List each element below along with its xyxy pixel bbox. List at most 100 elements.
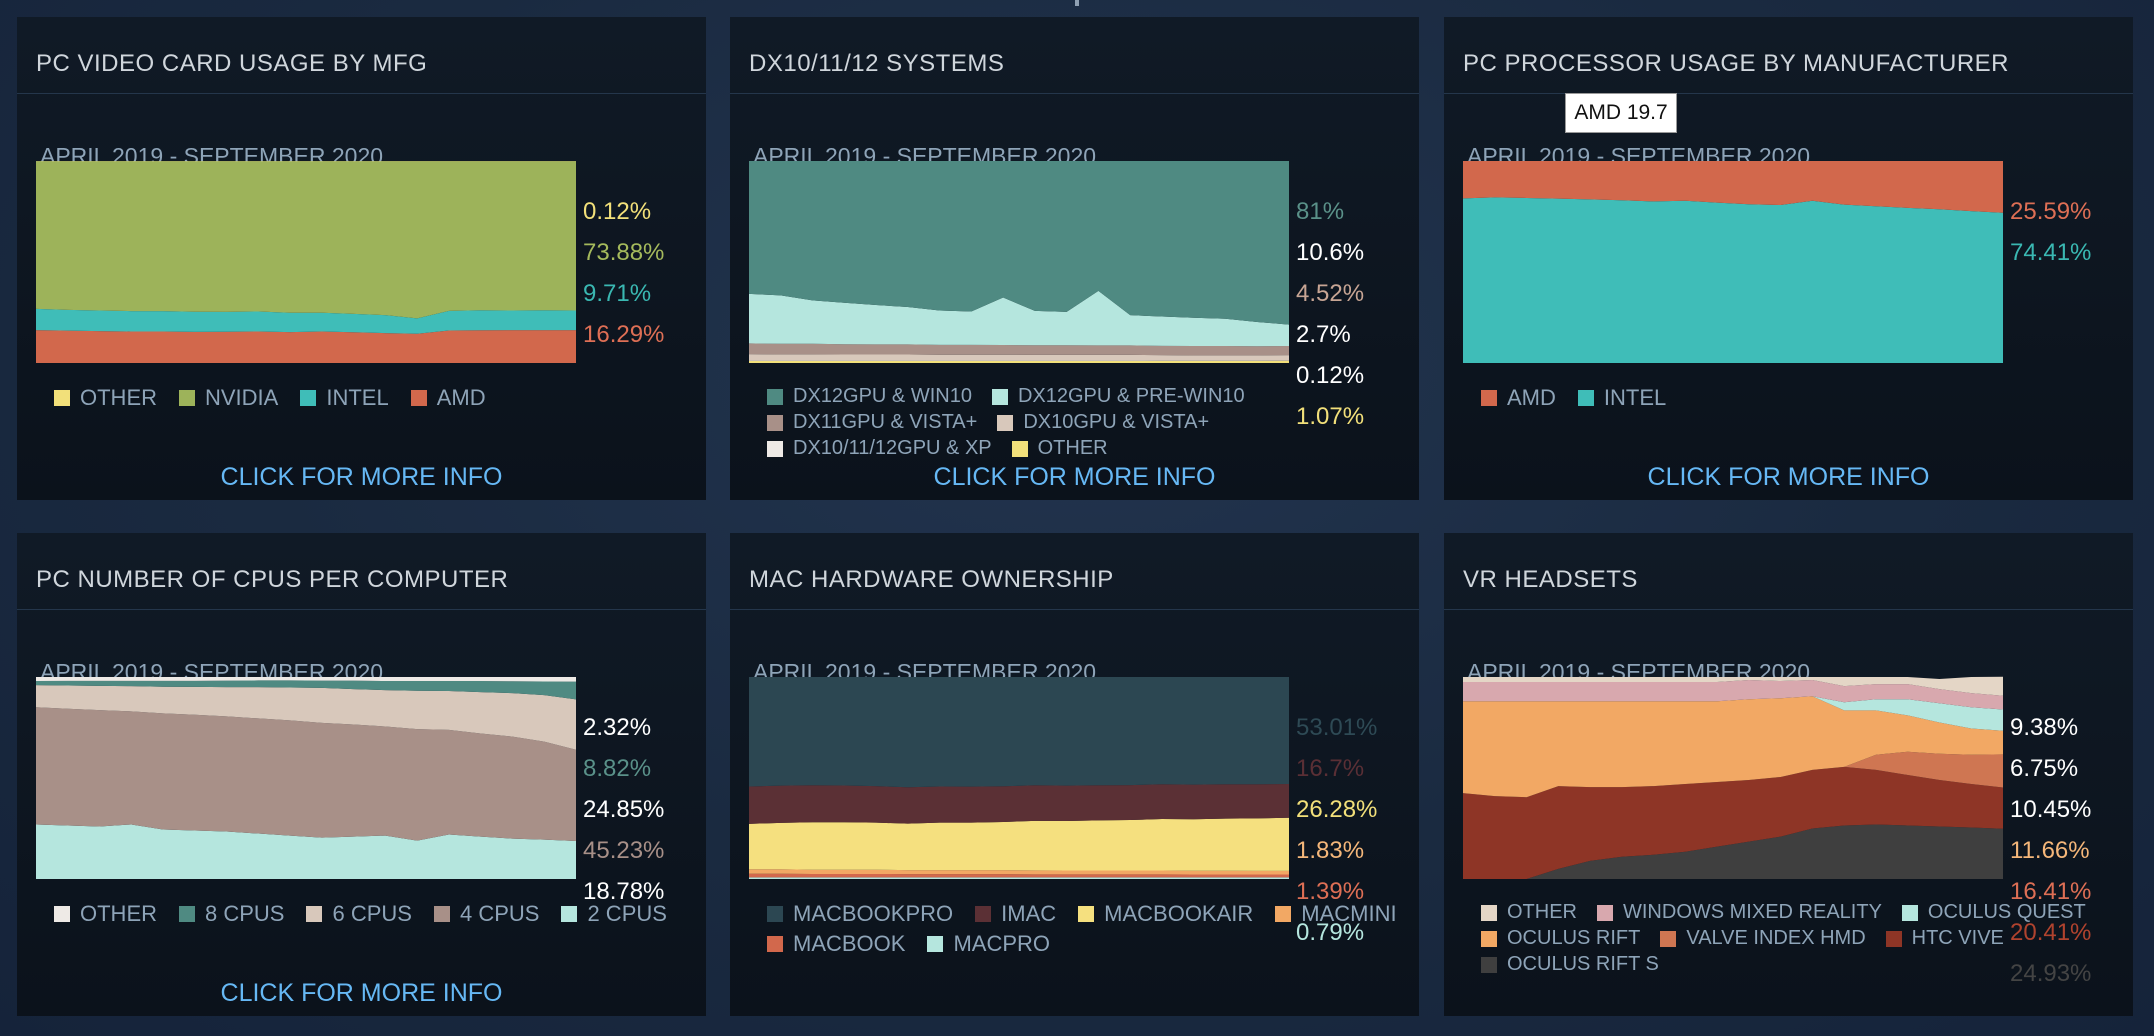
legend-label: INTEL	[326, 385, 389, 410]
area-2-cpus[interactable]	[36, 824, 576, 879]
legend-item[interactable]: NVIDIA	[179, 385, 278, 411]
panel-title: PC NUMBER OF CPUS PER COMPUTER	[17, 533, 706, 610]
legend-item[interactable]: INTEL	[1577, 385, 1666, 411]
area-8-cpus[interactable]	[36, 680, 576, 700]
legend-item[interactable]: DX10/11/12GPU & XP	[767, 437, 992, 460]
percent-labels: 9.38% 6.75% 10.45% 11.66% 16.41% 20.41% 24.93%	[2010, 714, 2091, 1001]
legend-item[interactable]: VALVE INDEX HMD	[1660, 927, 1866, 950]
area-windows-mixed-reality[interactable]	[1463, 680, 2003, 710]
legend-swatch	[1078, 906, 1095, 922]
percent-label: 11.66%	[2010, 837, 2090, 864]
legend-item[interactable]: 8 CPUS	[179, 901, 284, 927]
legend-label: OTHER	[80, 901, 157, 926]
percent-label: 2.7%	[1296, 321, 1351, 348]
stacked-area-chart[interactable]	[749, 677, 1289, 879]
area-other[interactable]	[36, 677, 576, 682]
area-intel[interactable]	[1463, 197, 2003, 363]
area-amd[interactable]	[1463, 161, 2003, 213]
legend-label: IMAC	[1001, 901, 1057, 926]
chart-tooltip: AMD 19.7	[1565, 93, 1677, 133]
legend-item[interactable]: IMAC	[975, 901, 1056, 927]
stacked-area-chart[interactable]	[36, 161, 576, 363]
chart-legend: AMD INTEL	[1481, 385, 2121, 411]
area-htc-vive[interactable]	[1463, 766, 2003, 879]
more-info-link[interactable]: CLICK FOR MORE INFO	[220, 463, 503, 491]
legend-item[interactable]: OTHER	[1481, 901, 1577, 924]
legend-item[interactable]: OCULUS QUEST	[1901, 901, 2086, 924]
area-dx11gpu-vista-[interactable]	[749, 343, 1289, 356]
legend-item[interactable]: 4 CPUS	[433, 901, 539, 927]
area-dx12gpu-pre-win10[interactable]	[749, 290, 1289, 347]
legend-swatch	[1901, 904, 1918, 921]
legend-item[interactable]: OCULUS RIFT S	[1481, 953, 1659, 976]
legend-swatch	[997, 414, 1014, 431]
legend-item[interactable]: INTEL	[300, 385, 389, 411]
legend-item[interactable]: OTHER	[1011, 437, 1108, 460]
legend-swatch	[410, 390, 427, 406]
legend-swatch	[1481, 390, 1497, 406]
legend-item[interactable]: HTC VIVE	[1885, 927, 2004, 950]
legend-swatch	[179, 390, 195, 406]
area-macmini[interactable]	[749, 869, 1289, 875]
area-macbookpro[interactable]	[749, 677, 1289, 788]
area-macbookair[interactable]	[749, 817, 1289, 871]
area-amd[interactable]	[36, 330, 576, 363]
legend-label: MACBOOK	[793, 931, 906, 956]
legend-item[interactable]: DX11GPU & VISTA+	[767, 411, 977, 434]
area-dx10gpu-vista-[interactable]	[749, 354, 1289, 361]
percent-labels: 25.59% 74.41%	[2010, 198, 2091, 280]
legend-item[interactable]: MACPRO	[927, 931, 1050, 957]
area-oculus-rift-s[interactable]	[1463, 824, 2003, 879]
legend-item[interactable]: AMD	[410, 385, 486, 411]
stacked-area-chart[interactable]	[749, 161, 1289, 363]
percent-label: 20.41%	[2010, 919, 2092, 946]
percent-label: 53.01%	[1296, 714, 1378, 741]
legend-item[interactable]: MACMINI	[1275, 901, 1397, 927]
legend-item[interactable]: MACBOOKPRO	[767, 901, 953, 927]
area-other[interactable]	[749, 360, 1289, 363]
legend-item[interactable]: DX12GPU & PRE-WIN10	[991, 385, 1245, 408]
legend-item[interactable]: MACBOOKAIR	[1078, 901, 1253, 927]
legend-item[interactable]: DX12GPU & WIN10	[767, 385, 972, 408]
panel-processor: PC PROCESSOR USAGE BY MANUFACTURER APRIL …	[1444, 17, 2133, 500]
legend-swatch	[179, 906, 195, 922]
area-dx12gpu-win10[interactable]	[749, 161, 1289, 325]
percent-label: 1.39%	[1296, 878, 1365, 905]
legend-item[interactable]: WINDOWS MIXED REALITY	[1597, 901, 1882, 924]
area-nvidia[interactable]	[36, 161, 576, 319]
stacked-area-chart[interactable]	[1463, 676, 2003, 879]
legend-label: 2 CPUS	[587, 901, 667, 926]
area-oculus-rift[interactable]	[1463, 696, 2003, 798]
legend-item[interactable]: OCULUS RIFT	[1481, 927, 1640, 950]
area-4-cpus[interactable]	[36, 707, 576, 842]
legend-item[interactable]: MACBOOK	[767, 931, 905, 957]
area-intel[interactable]	[36, 308, 576, 334]
area-macbook[interactable]	[749, 873, 1289, 878]
legend-item[interactable]: 2 CPUS	[561, 901, 667, 927]
stacked-area-chart[interactable]	[1463, 161, 2003, 363]
more-info-link[interactable]: CLICK FOR MORE INFO	[933, 463, 1216, 491]
legend-item[interactable]: 6 CPUS	[306, 901, 412, 927]
area-valve-index-hmd[interactable]	[1463, 751, 2003, 798]
legend-item[interactable]: OTHER	[54, 901, 157, 927]
legend-item[interactable]: OTHER	[54, 385, 157, 411]
legend-label: OTHER	[80, 385, 157, 410]
area-6-cpus[interactable]	[36, 685, 576, 750]
legend-item[interactable]: AMD	[1481, 385, 1556, 411]
legend-label: NVIDIA	[205, 385, 279, 410]
more-info-link[interactable]: CLICK FOR MORE INFO	[1647, 463, 1930, 491]
area-other[interactable]	[1463, 676, 2003, 696]
legend-swatch	[927, 936, 944, 952]
chart-legend: DX12GPU & WIN10 DX12GPU & PRE-WIN10 DX11GP…	[767, 385, 1407, 460]
area-imac[interactable]	[749, 784, 1289, 824]
more-info-link[interactable]: CLICK FOR MORE INFO	[220, 979, 503, 1007]
stacked-area-chart[interactable]	[36, 677, 576, 879]
legend-label: OTHER	[1507, 901, 1577, 923]
percent-labels: 2.32% 8.82% 24.85% 45.23% 18.78%	[583, 714, 664, 919]
legend-label: DX11GPU & VISTA+	[793, 411, 978, 433]
area-macpro[interactable]	[749, 877, 1289, 879]
area-oculus-quest[interactable]	[1463, 696, 2003, 731]
legend-item[interactable]: DX10GPU & VISTA+	[997, 411, 1209, 434]
legend-swatch	[1481, 956, 1497, 973]
legend-swatch	[54, 390, 70, 406]
